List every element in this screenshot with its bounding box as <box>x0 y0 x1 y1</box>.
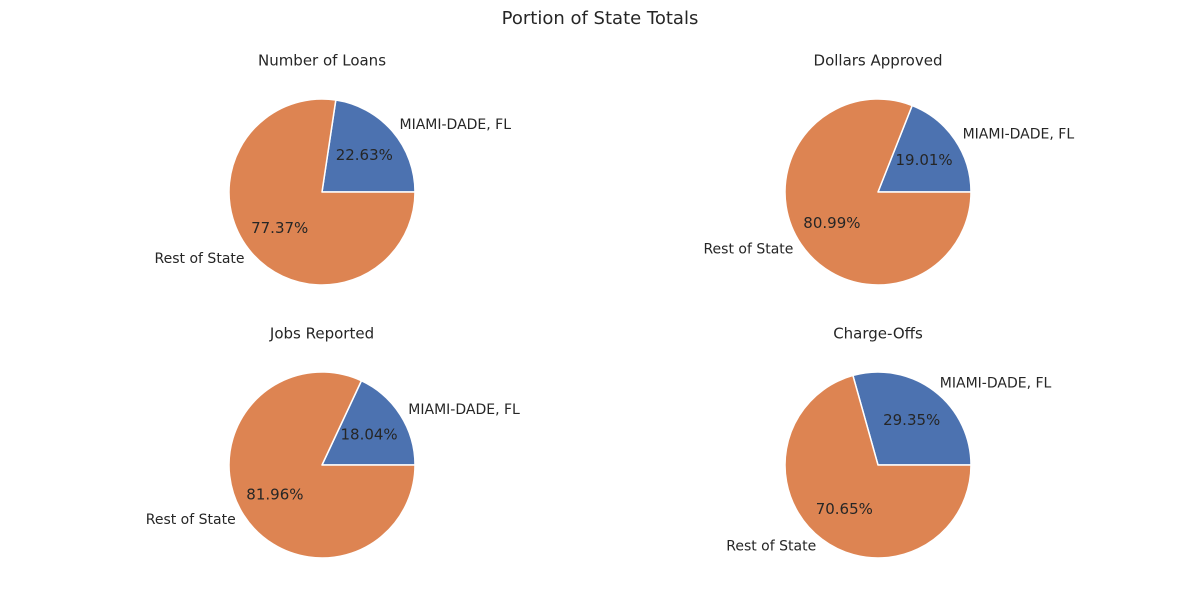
pie-slice-miami-dade-fl <box>877 104 972 193</box>
percent-label: 80.99% <box>803 214 860 232</box>
pie-slice-rest-of-state <box>784 374 972 559</box>
pie-title: Jobs Reported <box>269 325 374 343</box>
percent-label: 29.35% <box>883 411 940 429</box>
percent-label: 81.96% <box>246 486 303 504</box>
slice-label: Rest of State <box>726 539 816 555</box>
slice-label: Rest of State <box>703 242 793 258</box>
pie-slice-miami-dade-fl <box>321 380 416 466</box>
pie-slice-miami-dade-fl <box>852 371 972 466</box>
pie-title: Charge-Offs <box>833 325 923 343</box>
percent-label: 22.63% <box>336 146 393 164</box>
slice-label: MIAMI-DADE, FL <box>940 376 1052 392</box>
pie-slice-miami-dade-fl <box>321 99 416 193</box>
pie-panel-charge-offs: Charge-Offs MIAMI-DADE, FL 29.35% Rest of S… <box>726 325 1052 559</box>
pie-title: Dollars Approved <box>814 52 943 70</box>
pie-slice-rest-of-state <box>228 371 416 559</box>
pie-panel-number-of-loans: Number of Loans MIAMI-DADE, FL 22.63% Rest … <box>155 52 512 286</box>
pie-panel-jobs-reported: Jobs Reported MIAMI-DADE, FL 18.04% Rest of… <box>146 325 520 559</box>
slice-label: MIAMI-DADE, FL <box>400 117 512 133</box>
percent-label: 18.04% <box>340 426 397 444</box>
pie-slice-rest-of-state <box>784 98 972 286</box>
percent-label: 19.01% <box>895 151 952 169</box>
slice-label: Rest of State <box>155 251 245 267</box>
pie-slice-rest-of-state <box>228 98 416 286</box>
pie-panel-dollars-approved: Dollars Approved MIAMI-DADE, FL 19.01% Rest… <box>703 52 1074 286</box>
slice-label: MIAMI-DADE, FL <box>408 402 520 418</box>
slice-label: MIAMI-DADE, FL <box>963 127 1075 143</box>
slice-label: Rest of State <box>146 512 236 528</box>
pie-title: Number of Loans <box>258 52 386 70</box>
percent-label: 70.65% <box>816 500 873 518</box>
figure-title: Portion of State Totals <box>501 8 699 29</box>
percent-label: 77.37% <box>251 219 308 237</box>
